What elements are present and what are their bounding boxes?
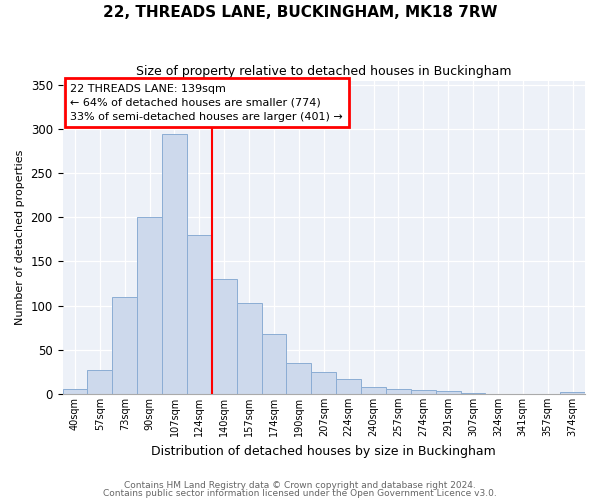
Bar <box>386 390 411 394</box>
Bar <box>436 391 461 394</box>
Text: Contains HM Land Registry data © Crown copyright and database right 2024.: Contains HM Land Registry data © Crown c… <box>124 480 476 490</box>
Bar <box>162 134 187 394</box>
Bar <box>560 392 585 394</box>
Bar <box>361 387 386 394</box>
Bar <box>262 334 286 394</box>
Bar <box>137 218 162 394</box>
Bar <box>112 297 137 394</box>
Bar <box>62 390 88 394</box>
Bar <box>187 235 212 394</box>
Bar <box>212 279 236 394</box>
Text: 22 THREADS LANE: 139sqm
← 64% of detached houses are smaller (774)
33% of semi-d: 22 THREADS LANE: 139sqm ← 64% of detache… <box>70 84 343 122</box>
Title: Size of property relative to detached houses in Buckingham: Size of property relative to detached ho… <box>136 65 512 78</box>
Y-axis label: Number of detached properties: Number of detached properties <box>15 150 25 325</box>
Bar <box>336 379 361 394</box>
Bar <box>411 390 436 394</box>
Bar <box>236 303 262 394</box>
Text: 22, THREADS LANE, BUCKINGHAM, MK18 7RW: 22, THREADS LANE, BUCKINGHAM, MK18 7RW <box>103 5 497 20</box>
X-axis label: Distribution of detached houses by size in Buckingham: Distribution of detached houses by size … <box>151 444 496 458</box>
Bar <box>461 393 485 394</box>
Bar <box>88 370 112 394</box>
Bar <box>286 363 311 394</box>
Text: Contains public sector information licensed under the Open Government Licence v3: Contains public sector information licen… <box>103 489 497 498</box>
Bar <box>311 372 336 394</box>
